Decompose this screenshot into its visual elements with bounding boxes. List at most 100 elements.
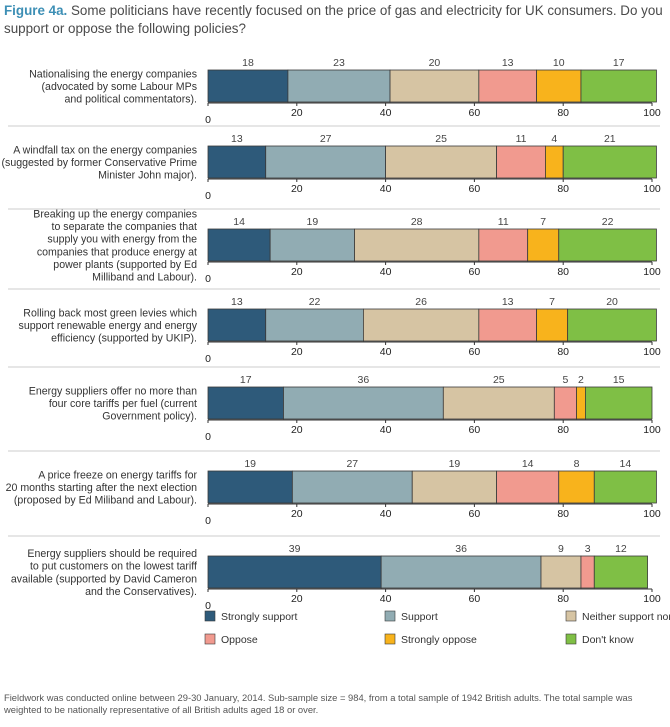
legend-label: Strongly oppose (401, 634, 477, 646)
category-label: Rolling back most green levies which supp… (19, 307, 198, 344)
tick-label: 60 (469, 107, 481, 119)
data-label: 10 (553, 57, 565, 69)
tick-label: 100 (643, 508, 661, 520)
category-label-line: Rolling back most green levies which (23, 307, 197, 319)
data-label: 2 (578, 374, 584, 386)
category-label-line: efficiency (supported by UKIP). (51, 333, 197, 345)
category-label-line: A price freeze on energy tariffs for (38, 469, 197, 481)
category-label-line: available (supported by David Cameron (11, 573, 197, 585)
bar-segment-oppose (478, 69, 537, 103)
tick-label: 80 (557, 593, 569, 605)
legend-swatch-support (384, 610, 396, 622)
data-label: 36 (455, 543, 467, 555)
legend-swatch-oppose (204, 633, 216, 645)
tick-label: 100 (643, 266, 661, 278)
category-label-line: support renewable energy and energy (19, 320, 198, 332)
tick-label: 80 (557, 107, 569, 119)
data-label: 19 (449, 458, 461, 470)
data-label: 11 (516, 133, 527, 145)
tick-label: 40 (380, 346, 392, 358)
legend-swatch-neither (565, 610, 577, 622)
category-label-line: (advocated by some Labour MPs (42, 81, 197, 93)
tick-label: 40 (380, 424, 392, 436)
data-label: 27 (346, 458, 358, 470)
legend-label: Don't know (582, 634, 634, 646)
category-label-line: A windfall tax on the energy companies (13, 144, 197, 156)
data-label: 14 (233, 216, 245, 228)
tick-label: 60 (469, 424, 481, 436)
category-label-line: Milliband and Labour). (92, 272, 197, 284)
tick-label: 20 (291, 266, 303, 278)
bar-segment-dont-know (585, 386, 653, 420)
category-label: Breaking up the energy companies to separ… (33, 209, 197, 284)
tick-label: 80 (557, 266, 569, 278)
bar-segment-dont-know (567, 308, 657, 342)
category-label-line: to separate the companies that (52, 221, 198, 233)
tick-label: 80 (557, 183, 569, 195)
category-label-line: Nationalising the energy companies (29, 68, 197, 80)
category-label-line: Breaking up the energy companies (33, 209, 197, 221)
bar-segment-oppose (553, 386, 577, 420)
legend-label: Oppose (221, 634, 258, 646)
bar-segment-support (291, 470, 413, 504)
legend-swatch-dont-know (565, 633, 577, 645)
category-label-line: (suggested by former Conservative Prime (2, 157, 198, 169)
tick-label: 0 (205, 353, 211, 365)
title-text: Some politicians have recently focused o… (4, 3, 663, 36)
bar-segment-strongly-oppose (545, 145, 564, 179)
tick-label: 40 (380, 183, 392, 195)
data-label: 23 (333, 57, 345, 69)
bar-segment-neither (362, 308, 480, 342)
category-label: Nationalising the energy companies (advoc… (29, 68, 197, 105)
data-label: 9 (558, 543, 564, 555)
chart-title: Figure 4a. Some politicians have recentl… (4, 2, 664, 38)
data-label: 15 (613, 374, 625, 386)
bar-segment-dont-know (593, 470, 657, 504)
tick-label: 80 (557, 346, 569, 358)
bar-segment-neither (389, 69, 480, 103)
data-label: 22 (602, 216, 614, 228)
bar-segment-neither (354, 228, 480, 262)
data-label: 13 (231, 296, 243, 308)
bar-segment-strongly-oppose (536, 308, 569, 342)
legend-label: Strongly support (221, 611, 298, 623)
data-label: 28 (411, 216, 423, 228)
data-label: 17 (613, 57, 625, 69)
category-label-line: companies that produce energy at (37, 246, 197, 258)
category-label-line: 20 months starting after the next electi… (6, 482, 197, 494)
tick-label: 60 (469, 266, 481, 278)
tick-label: 80 (557, 508, 569, 520)
tick-label: 0 (205, 273, 211, 285)
tick-label: 0 (205, 190, 211, 202)
data-label: 22 (309, 296, 321, 308)
legend-label: Neither support nor oppose (582, 611, 670, 623)
data-label: 20 (429, 57, 441, 69)
tick-label: 60 (469, 508, 481, 520)
bar-segment-oppose (496, 470, 560, 504)
bar-segment-strongly-support (207, 308, 267, 342)
tick-label: 0 (205, 515, 211, 527)
bar-segment-strongly-oppose (576, 386, 586, 420)
tick-label: 60 (469, 593, 481, 605)
bar-segment-neither (411, 470, 497, 504)
tick-label: 20 (291, 593, 303, 605)
legend-swatch-strongly-support (204, 610, 216, 622)
bar-segment-strongly-support (207, 228, 271, 262)
bar-segment-dont-know (593, 555, 648, 589)
stacked-bar-chart: Nationalising the energy companies (advoc… (2, 57, 670, 646)
data-label: 20 (606, 296, 618, 308)
tick-label: 20 (291, 508, 303, 520)
data-label: 19 (244, 458, 256, 470)
category-label: A windfall tax on the energy companies (s… (2, 144, 198, 181)
bar-segment-support (287, 69, 391, 103)
category-label: Energy suppliers offer no more than four … (29, 385, 197, 422)
category-label-line: Minister John major). (98, 170, 197, 182)
bar-segment-neither (385, 145, 498, 179)
tick-label: 80 (557, 424, 569, 436)
tick-label: 40 (380, 107, 392, 119)
bar-segment-neither (540, 555, 582, 589)
data-label: 25 (435, 133, 447, 145)
bar-segment-neither (442, 386, 555, 420)
tick-label: 0 (205, 114, 211, 126)
tick-label: 100 (643, 424, 661, 436)
